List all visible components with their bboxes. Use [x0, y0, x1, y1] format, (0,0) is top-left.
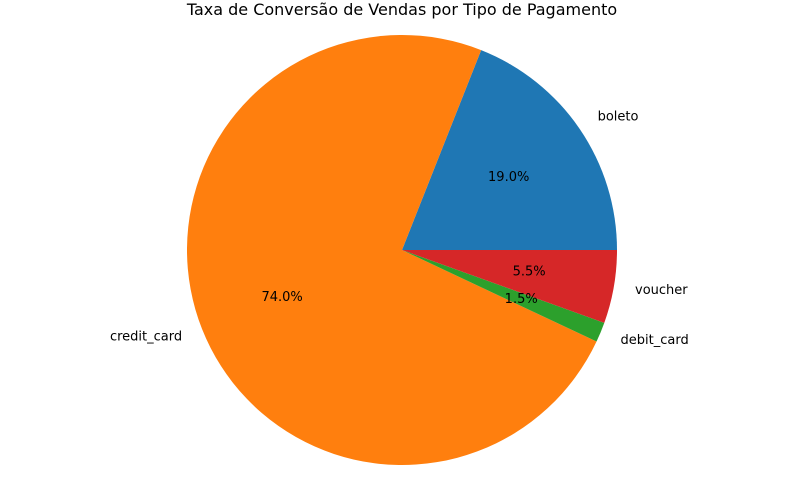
slice-pct-debit-card: 1.5%	[505, 292, 538, 307]
chart-title: Taxa de Conversão de Vendas por Tipo de …	[186, 0, 617, 19]
pie-slices	[187, 35, 617, 466]
slice-label-credit-card: credit_card	[110, 330, 182, 345]
slice-pct-voucher: 5.5%	[513, 265, 546, 280]
pie-slice-boleto	[402, 50, 617, 250]
slice-label-debit-card: debit_card	[621, 333, 689, 348]
pie-labels: boleto 19.0% credit_card 74.0% debit_card 1.5…	[110, 110, 689, 348]
slice-pct-boleto: 19.0%	[488, 170, 529, 185]
pie-slice-credit-card	[187, 35, 597, 466]
slice-pct-credit-card: 74.0%	[261, 290, 302, 305]
slice-label-boleto: boleto	[598, 110, 639, 125]
pie-slice-debit-card	[402, 250, 605, 342]
pie-slice-voucher	[402, 250, 617, 323]
slice-label-voucher: voucher	[635, 283, 688, 298]
